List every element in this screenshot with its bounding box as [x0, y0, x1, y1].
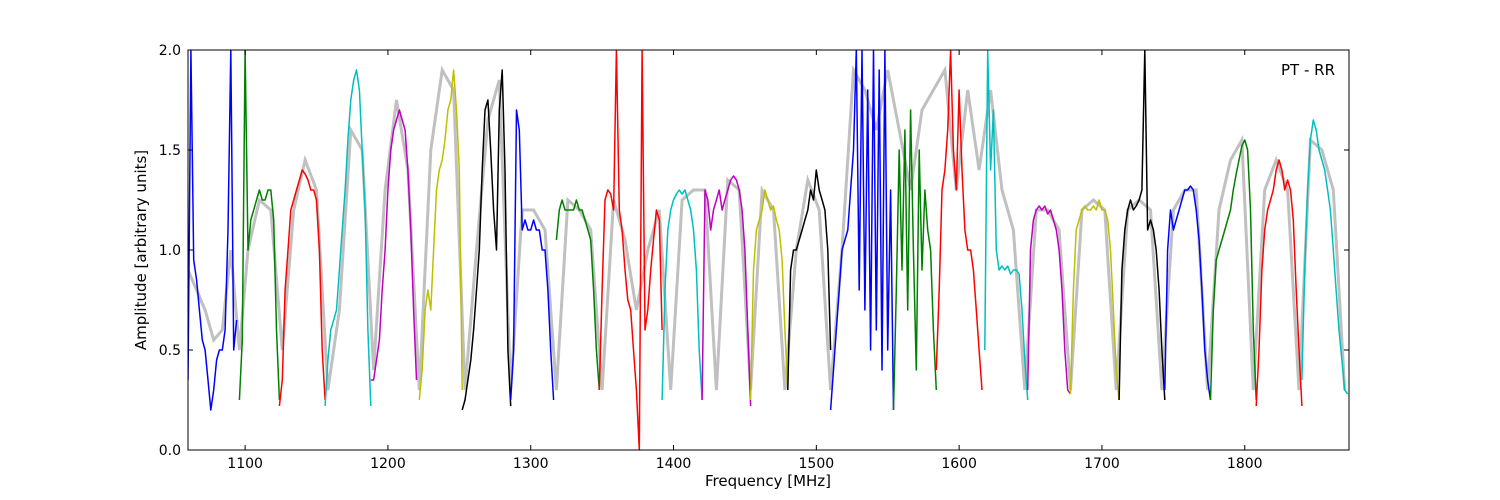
x-tick-label: 1400: [656, 456, 692, 472]
x-tick-label: 1100: [227, 456, 263, 472]
series-line-1: [188, 50, 238, 411]
series-line-11: [661, 189, 703, 401]
series-line-4: [324, 69, 372, 407]
series-layer: [188, 50, 1349, 450]
y-tick-label: 1.0: [159, 243, 181, 259]
x-tick-label: 1300: [513, 456, 549, 472]
series-line-6: [418, 69, 463, 401]
series-line-13: [749, 189, 789, 401]
series-line-2: [238, 50, 281, 401]
y-tick-label: 0.0: [159, 443, 181, 459]
y-tick-label: 2.0: [159, 43, 181, 59]
plot-frame: [187, 49, 1350, 451]
series-line-19: [1026, 205, 1072, 395]
x-tick-label: 1200: [370, 456, 406, 472]
series-line-10: [598, 50, 663, 450]
x-axis-label: Frequency [MHz]: [705, 472, 831, 490]
series-line-8: [509, 109, 555, 401]
x-tick-label: 1700: [1084, 456, 1120, 472]
series-line-22: [1164, 185, 1212, 401]
background-spectrum-line: [188, 64, 1347, 391]
series-line-5: [370, 109, 418, 381]
series-line-25: [1301, 119, 1349, 395]
x-tick-label: 1800: [1227, 456, 1263, 472]
series-line-24: [1255, 159, 1303, 407]
series-line-14: [787, 169, 832, 391]
series-line-21: [1118, 50, 1166, 401]
y-axis: 0.0 0.5 1.0 1.5 2.0: [159, 43, 1349, 459]
y-axis-label: Amplitude [arbitrary units]: [132, 150, 150, 350]
series-line-12: [701, 175, 752, 407]
y-tick-label: 0.5: [159, 343, 181, 359]
series-line-20: [1069, 199, 1120, 401]
x-tick-label: 1500: [799, 456, 835, 472]
series-line-9: [555, 199, 601, 391]
x-tick-label: 1600: [941, 456, 977, 472]
series-line-7: [461, 69, 512, 411]
series-line-16: [892, 109, 938, 411]
series-line-23: [1209, 139, 1257, 401]
series-line-17: [935, 50, 983, 391]
chart-annotation: PT - RR: [1281, 61, 1335, 79]
series-line-15: [829, 50, 895, 411]
series-line-3: [278, 169, 326, 407]
y-tick-label: 1.5: [159, 143, 181, 159]
series-line-18: [984, 50, 1029, 401]
x-axis: 1100 1200 1300 1400 1500 1600 1700 1800: [227, 50, 1263, 472]
